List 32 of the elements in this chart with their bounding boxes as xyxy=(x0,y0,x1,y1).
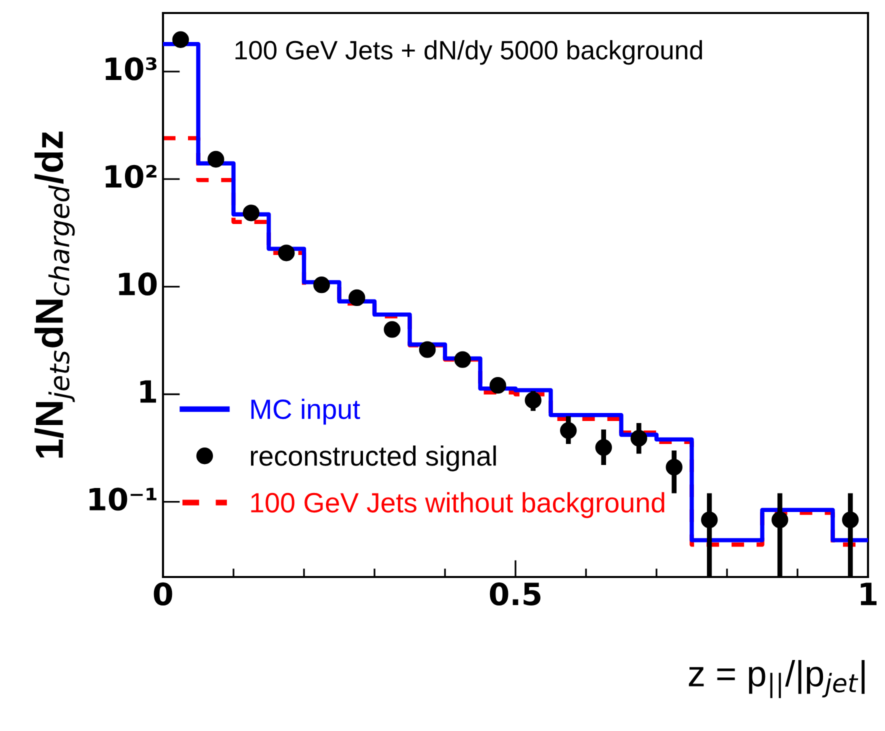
legend-label: reconstructed signal xyxy=(250,445,496,472)
point xyxy=(278,244,295,262)
point xyxy=(384,321,400,338)
point xyxy=(772,511,788,528)
point xyxy=(419,341,436,358)
point xyxy=(630,430,648,447)
point xyxy=(560,422,577,439)
point xyxy=(313,276,330,294)
point xyxy=(490,377,506,394)
point xyxy=(454,351,471,368)
point xyxy=(701,511,718,528)
point xyxy=(348,289,366,306)
y-tick-label: 10 xyxy=(119,272,157,296)
annotation: 100 GeV Jets + dN/dy 5000 background xyxy=(236,40,702,65)
y-tick-label: 1 xyxy=(140,380,156,403)
x-tick-label: 0 xyxy=(154,582,172,606)
y-tick-label: 10⁻¹ xyxy=(90,488,156,511)
y-axis-title: 1/N$_{jets}$dN$_{charged}$/dz xyxy=(34,132,75,458)
y-tick-label: 10³ xyxy=(106,57,156,80)
legend-label: 100 GeV Jets without background xyxy=(251,492,664,518)
legend-label: MC input xyxy=(251,398,360,425)
point xyxy=(842,511,859,528)
point xyxy=(524,392,542,409)
point xyxy=(595,439,612,456)
y-tick-label: 10² xyxy=(106,164,156,188)
point xyxy=(172,31,189,48)
point xyxy=(666,458,682,476)
point xyxy=(208,150,224,168)
x-tick-label: 1 xyxy=(860,582,877,606)
point xyxy=(242,204,260,222)
x-tick-label: 0.5 xyxy=(490,582,540,606)
x-axis-title: z = p$_{||}$/|p$_{jet}$| xyxy=(688,660,865,698)
